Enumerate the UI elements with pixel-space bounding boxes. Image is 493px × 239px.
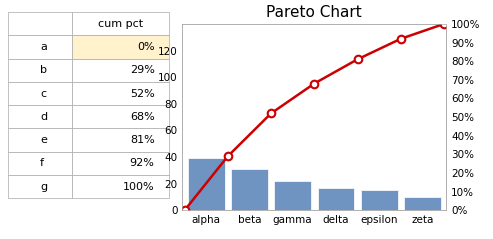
Bar bbox=[72, 105, 169, 129]
Text: a: a bbox=[40, 42, 47, 52]
Text: b: b bbox=[40, 65, 47, 75]
Bar bbox=[72, 12, 169, 35]
Text: 52%: 52% bbox=[130, 88, 155, 98]
Point bbox=[311, 82, 318, 86]
Text: d: d bbox=[40, 112, 47, 122]
Point bbox=[397, 37, 405, 41]
Text: 81%: 81% bbox=[130, 135, 155, 145]
Bar bbox=[8, 105, 72, 129]
Bar bbox=[317, 188, 354, 210]
Text: 29%: 29% bbox=[130, 65, 155, 75]
Point bbox=[180, 208, 188, 212]
Title: Pareto Chart: Pareto Chart bbox=[266, 5, 362, 20]
Text: 68%: 68% bbox=[130, 112, 155, 122]
Text: f: f bbox=[40, 158, 44, 168]
Bar bbox=[8, 12, 72, 35]
Bar bbox=[8, 82, 72, 105]
Text: cum pct: cum pct bbox=[98, 19, 143, 29]
Text: g: g bbox=[40, 182, 47, 192]
Bar bbox=[8, 59, 72, 82]
Text: 92%: 92% bbox=[130, 158, 155, 168]
Bar bbox=[274, 181, 311, 210]
Bar bbox=[8, 129, 72, 152]
Text: 0%: 0% bbox=[137, 42, 155, 52]
Point bbox=[267, 111, 275, 115]
Bar bbox=[72, 82, 169, 105]
Text: c: c bbox=[40, 88, 46, 98]
Bar bbox=[8, 35, 72, 59]
Text: 100%: 100% bbox=[123, 182, 155, 192]
Bar bbox=[404, 197, 441, 210]
Bar bbox=[72, 129, 169, 152]
Bar bbox=[72, 152, 169, 175]
Bar bbox=[361, 190, 397, 210]
Bar bbox=[72, 59, 169, 82]
Bar bbox=[72, 175, 169, 198]
Point bbox=[440, 22, 448, 26]
Point bbox=[353, 57, 361, 61]
Text: e: e bbox=[40, 135, 47, 145]
Bar bbox=[188, 158, 225, 210]
Bar bbox=[8, 152, 72, 175]
Bar bbox=[8, 175, 72, 198]
Point bbox=[224, 154, 232, 158]
Bar bbox=[231, 169, 268, 210]
Bar bbox=[72, 35, 169, 59]
